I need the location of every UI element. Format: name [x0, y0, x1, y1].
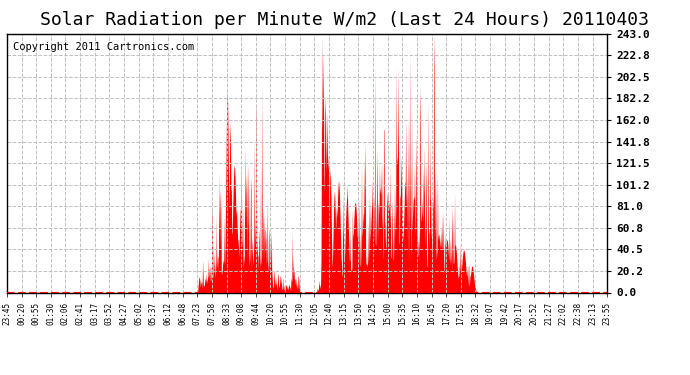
- Text: Copyright 2011 Cartronics.com: Copyright 2011 Cartronics.com: [13, 42, 194, 51]
- Text: Solar Radiation per Minute W/m2 (Last 24 Hours) 20110403: Solar Radiation per Minute W/m2 (Last 24…: [41, 11, 649, 29]
